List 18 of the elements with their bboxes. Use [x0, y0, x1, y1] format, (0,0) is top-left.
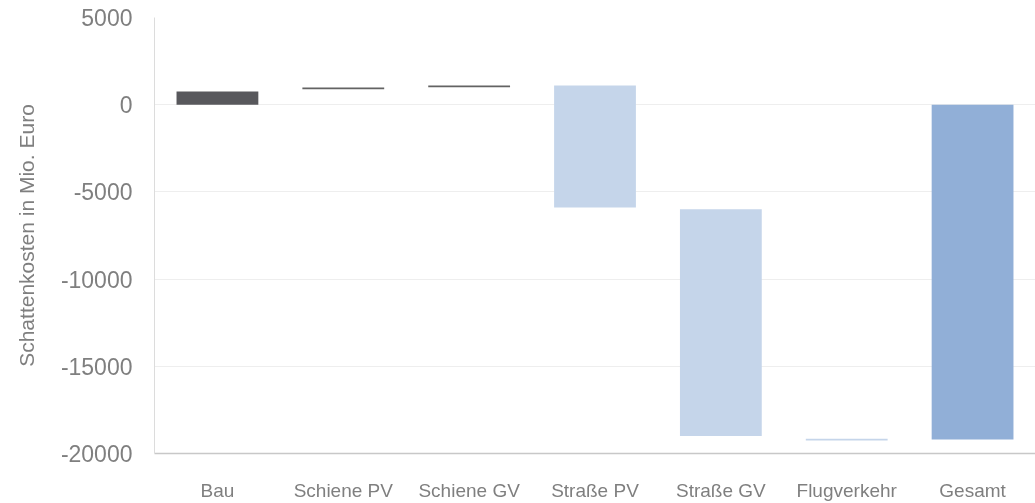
bar	[679, 209, 762, 437]
y-tick-label: -5000	[73, 179, 133, 206]
x-tick-label: Schiene GV	[418, 479, 521, 501]
x-tick-label: Schiene PV	[293, 479, 394, 501]
y-tick-label: -20000	[60, 441, 133, 467]
x-tick-label: Bau	[200, 479, 235, 501]
y-tick-label: -15000	[60, 353, 133, 380]
y-axis-title: Schattenkosten in Mio. Euro	[14, 104, 38, 367]
x-tick-label: Straße GV	[675, 479, 767, 501]
bar	[554, 85, 636, 208]
x-tick-label: Gesamt	[939, 479, 1007, 501]
bar	[176, 91, 259, 105]
y-tick-label: 5000	[81, 5, 133, 31]
y-tick-label: -10000	[60, 266, 133, 293]
x-tick-label: Flugverkehr	[796, 479, 898, 501]
y-tick-label: 0	[119, 92, 133, 119]
bar	[931, 104, 1014, 440]
x-tick-label: Straße PV	[551, 479, 640, 501]
